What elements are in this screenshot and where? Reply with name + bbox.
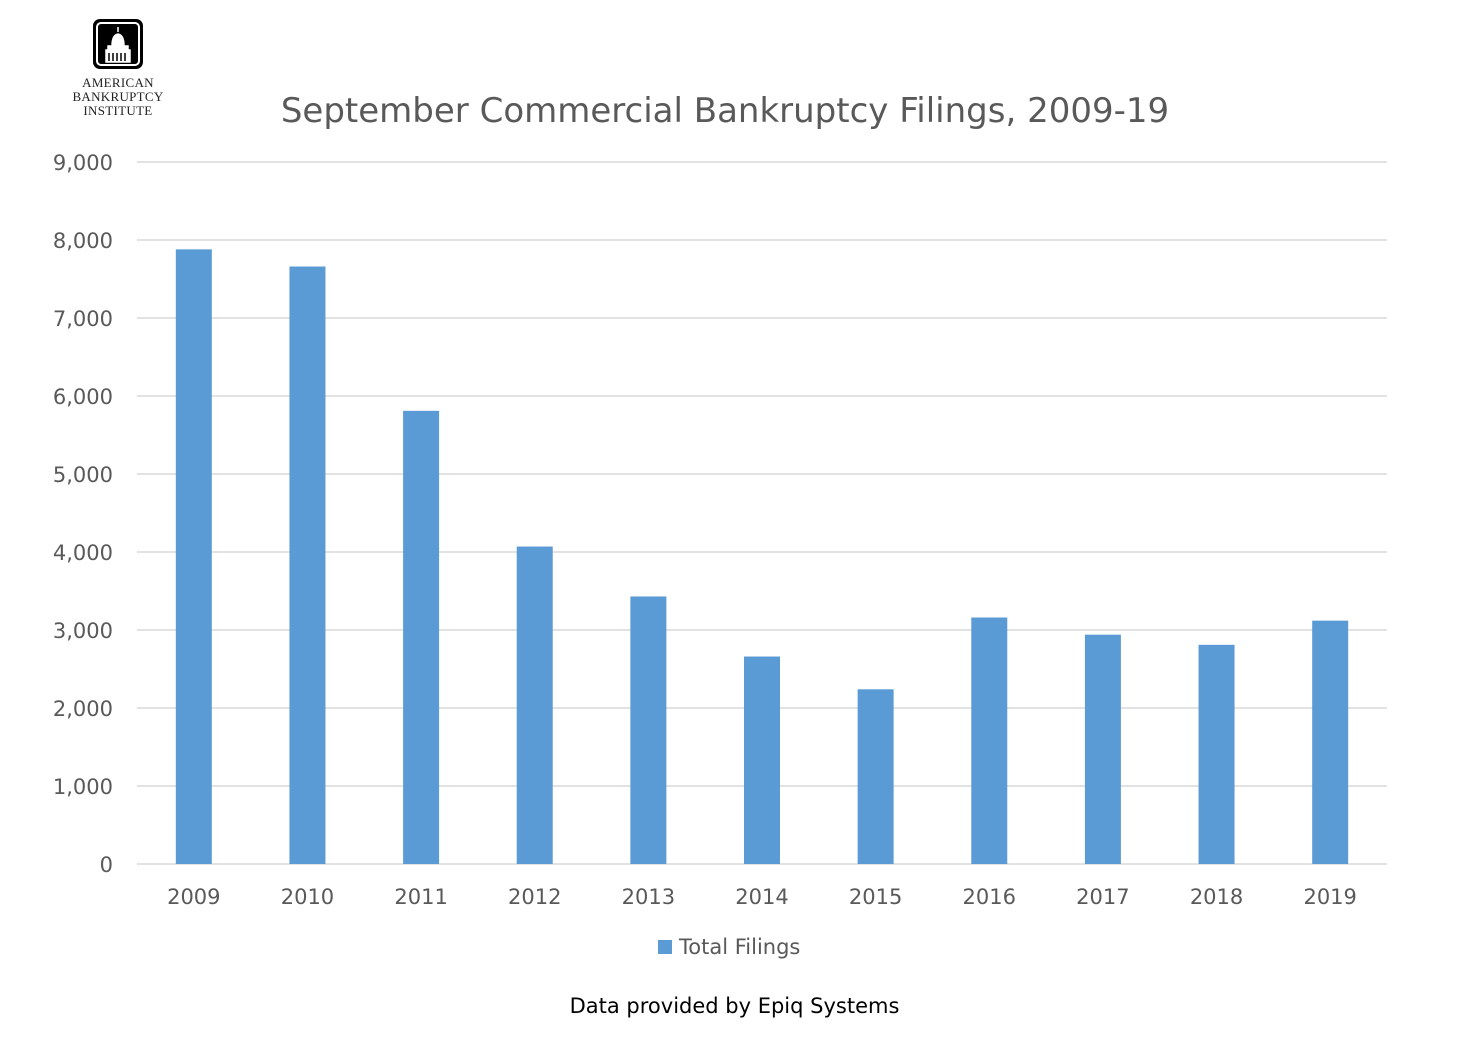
bar-2011 xyxy=(403,410,440,864)
y-tick-label: 8,000 xyxy=(53,229,113,253)
bar-2019 xyxy=(1312,620,1349,864)
y-tick-label: 2,000 xyxy=(53,697,113,721)
y-tick-label: 4,000 xyxy=(53,541,113,565)
bar-2013 xyxy=(630,596,667,864)
bar-2012 xyxy=(516,546,553,864)
bar-2014 xyxy=(744,656,780,864)
x-tick-label: 2019 xyxy=(1303,885,1356,909)
y-tick-label: 7,000 xyxy=(53,307,113,331)
bar-2017 xyxy=(1084,634,1121,864)
x-tick-label: 2009 xyxy=(167,885,220,909)
logo-line-3: Institute xyxy=(83,103,153,118)
x-tick-label: 2011 xyxy=(394,885,447,909)
x-tick-label: 2015 xyxy=(849,885,902,909)
bars xyxy=(175,249,1349,865)
x-tick-label: 2012 xyxy=(508,885,561,909)
y-tick-label: 9,000 xyxy=(53,151,113,175)
legend-swatch xyxy=(658,940,672,954)
y-tick-label: 3,000 xyxy=(53,619,113,643)
x-tick-label: 2010 xyxy=(281,885,334,909)
aba-logo: American Bankruptcy Institute xyxy=(68,16,168,118)
x-tick-label: 2018 xyxy=(1190,885,1243,909)
bar-2015 xyxy=(857,689,894,864)
x-tick-label: 2014 xyxy=(735,885,788,909)
logo-line-1: American xyxy=(82,75,154,90)
bar-2009 xyxy=(175,249,212,865)
capitol-dome-icon xyxy=(93,19,143,69)
y-tick-label: 1,000 xyxy=(53,775,113,799)
chart-title: September Commercial Bankruptcy Filings,… xyxy=(281,91,1169,131)
x-tick-label: 2017 xyxy=(1076,885,1129,909)
y-tick-label: 6,000 xyxy=(53,385,113,409)
footer-note: Data provided by Epiq Systems xyxy=(569,994,900,1018)
legend-label: Total Filings xyxy=(678,935,800,959)
x-tick-label: 2013 xyxy=(622,885,675,909)
bar-2016 xyxy=(971,617,1008,864)
bar-2010 xyxy=(289,266,326,864)
y-tick-label: 5,000 xyxy=(53,463,113,487)
logo-line-2: Bankruptcy xyxy=(72,89,164,104)
y-axis-ticks: 0 1,000 2,000 3,000 4,000 5,000 6,000 7,000 8,00… xyxy=(53,151,113,877)
legend: Total Filings xyxy=(658,935,800,959)
bar-2018 xyxy=(1198,644,1235,864)
x-axis-ticks: 2009 2010 2011 2012 2013 2014 2015 2016 2017 2018… xyxy=(167,885,1357,909)
y-tick-label: 0 xyxy=(100,853,113,877)
x-tick-label: 2016 xyxy=(963,885,1016,909)
